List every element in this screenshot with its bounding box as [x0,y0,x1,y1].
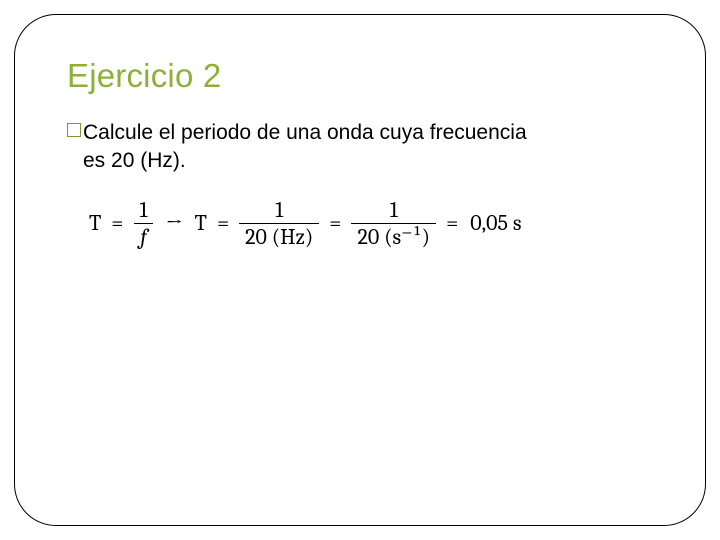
square-bullet-icon [67,123,81,137]
fraction-2: 1 20 (Hz) [239,198,319,249]
frac1-num: 1 [133,198,153,223]
frac2-den: 20 (Hz) [239,223,319,249]
frac3-den: 20 (s⁻¹) [351,223,436,249]
frac2-num: 1 [269,198,289,223]
equals-3: = [327,210,343,236]
slide-title: Ejercicio 2 [67,57,653,95]
formula: T = 1 f → T = 1 20 (Hz) = 1 20 (s⁻¹) = 0… [89,198,653,249]
frac3-num: 1 [384,198,404,223]
var-T: T [89,210,101,236]
equals-1: = [109,210,125,236]
arrow-icon: → [161,210,186,236]
body-line-1: Calcule el periodo de una onda cuya frec… [83,121,527,144]
slide: Ejercicio 2 Calcule el periodo de una on… [0,0,720,540]
body-line-2: es 20 (Hz). [83,149,186,172]
fraction-1: 1 f [133,198,153,249]
frac1-den: f [134,223,152,249]
var-T-2: T [195,210,207,236]
fraction-3: 1 20 (s⁻¹) [351,198,436,249]
result: 0,05 s [468,210,521,236]
exercise-text: Calcule el periodo de una onda cuya frec… [83,119,527,176]
equals-2: = [215,210,231,236]
bullet-item: Calcule el periodo de una onda cuya frec… [67,119,653,176]
equals-4: = [444,210,460,236]
slide-frame: Ejercicio 2 Calcule el periodo de una on… [14,14,706,526]
